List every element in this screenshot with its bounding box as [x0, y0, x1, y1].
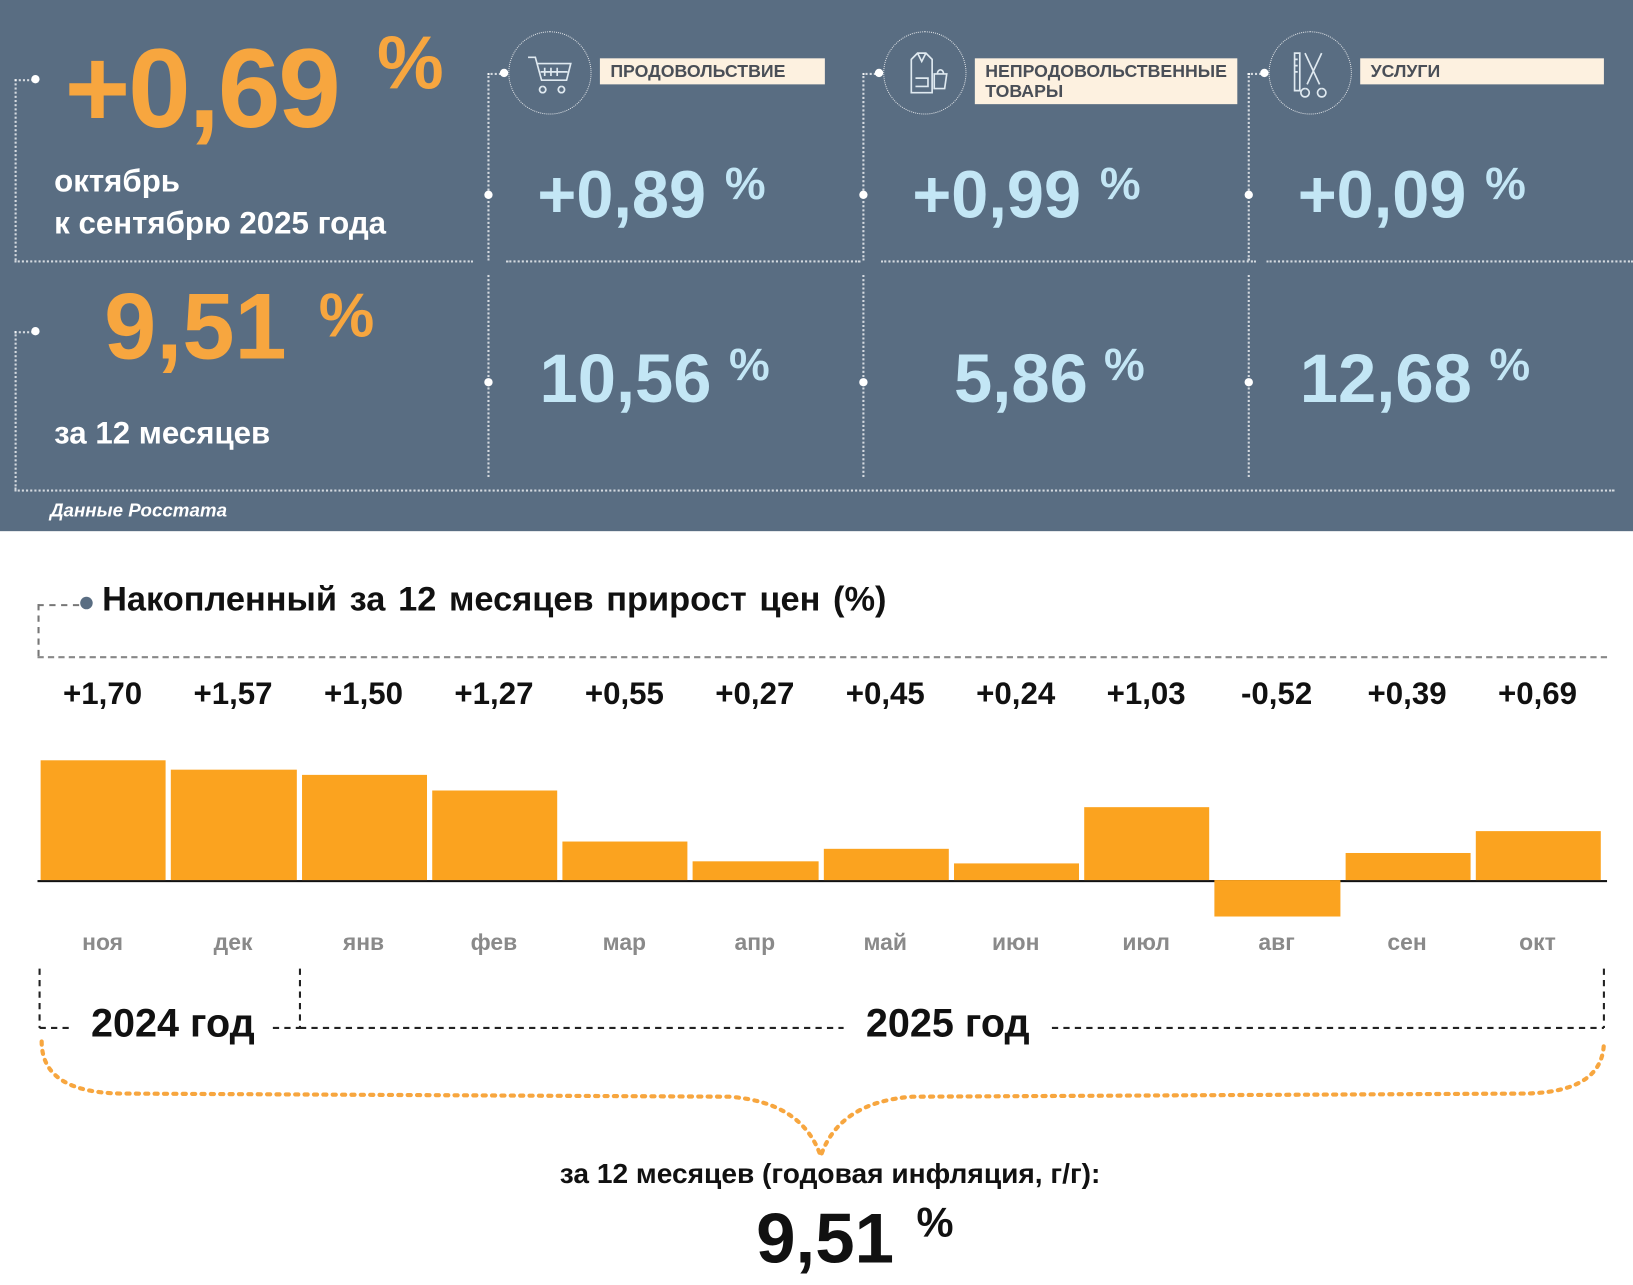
bar-сен	[1345, 852, 1471, 881]
month-tick-label: авг	[1258, 929, 1295, 956]
month-tick-label: окт	[1519, 929, 1556, 956]
month-tick-label: дек	[213, 929, 253, 956]
monthly-caption-line1: октябрь	[54, 164, 181, 199]
data-label: +0,55	[584, 676, 664, 712]
category-monthly-percent: %	[1485, 158, 1526, 210]
annual-inflation-value: 9,51	[104, 274, 287, 380]
category-annual-percent: %	[729, 339, 770, 391]
data-label: -0,52	[1240, 676, 1313, 712]
baseline	[37, 880, 1608, 883]
year-label-2024: 2024 год	[90, 1001, 255, 1046]
annual-percent-sign: %	[318, 280, 375, 350]
category-annual-percent: %	[1489, 339, 1531, 391]
data-label: +1,03	[1106, 676, 1186, 712]
clothes-bag-icon	[883, 31, 967, 115]
comb-scissors-icon	[1268, 31, 1352, 115]
category-annual-percent: %	[1103, 339, 1145, 391]
bar-янв	[301, 774, 427, 881]
data-label: +1,57	[193, 676, 273, 712]
data-label: +0,45	[845, 676, 925, 712]
bar-май	[823, 848, 949, 881]
data-label: +0,24	[976, 676, 1056, 712]
data-label: +1,27	[454, 676, 534, 712]
category-label: УСЛУГИ	[1360, 58, 1604, 85]
month-tick-label: сен	[1387, 929, 1427, 956]
data-label: +0,69	[1497, 676, 1578, 712]
month-tick-label: мар	[602, 929, 647, 956]
monthly-caption-line2: к сентябрю 2025 года	[54, 206, 387, 241]
month-tick-label: июл	[1122, 929, 1170, 956]
title-bullet-icon	[80, 596, 93, 610]
total-brace	[39, 1039, 1606, 1163]
month-tick-label: апр	[734, 929, 776, 956]
bar-мар	[562, 841, 688, 881]
month-tick-label: фев	[470, 929, 518, 956]
monthly-inflation-value: +0,69	[64, 24, 341, 152]
category-monthly-value: +0,89	[537, 157, 707, 233]
bar-июл	[1084, 807, 1210, 881]
bar-ноя	[40, 760, 166, 881]
month-tick-label: янв	[342, 929, 385, 956]
bar-дек	[171, 769, 297, 881]
chart-title: Накопленный за 12 месяцев прирост цен (%…	[102, 579, 887, 618]
data-label: +0,39	[1367, 676, 1447, 712]
annual-summary-value: 9,51	[756, 1198, 894, 1278]
summary-panel: +0,69 % октябрь к сентябрю 2025 года 9,5…	[0, 0, 1633, 532]
bar-апр	[692, 861, 819, 881]
month-tick-label: ноя	[82, 929, 124, 956]
category-monthly-percent: %	[1099, 158, 1141, 210]
month-tick-label: июн	[991, 929, 1040, 956]
month-tick-label: май	[863, 929, 908, 956]
annual-caption: за 12 месяцев	[54, 416, 271, 451]
bar-июн	[953, 863, 1079, 881]
category-annual-value: 10,56	[539, 339, 712, 417]
monthly-percent-sign: %	[377, 21, 444, 106]
category-label: НЕПРОДОВОЛЬСТВЕННЫЕ ТОВАРЫ	[974, 58, 1238, 105]
bar-фев	[431, 790, 558, 881]
category-label: ПРОДОВОЛЬСТВИЕ	[599, 58, 825, 85]
category-annual-value: 12,68	[1299, 339, 1472, 417]
category-monthly-value: +0,09	[1297, 157, 1467, 233]
data-label: +0,27	[715, 676, 795, 712]
category-annual-value: 5,86	[954, 339, 1088, 417]
year-brackets	[38, 968, 1606, 1163]
shopping-cart-icon	[508, 31, 592, 115]
annual-summary-caption: за 12 месяцев (годовая инфляция, г/г):	[559, 1158, 1101, 1190]
category-monthly-value: +0,99	[912, 157, 1082, 233]
bar-авг	[1214, 880, 1340, 917]
source-note: Данные Росстата	[49, 499, 228, 521]
annual-summary-percent: %	[916, 1199, 954, 1246]
category-monthly-percent: %	[724, 158, 766, 210]
bar-окт	[1475, 831, 1601, 881]
data-label: +1,70	[63, 676, 143, 712]
year-label-2025: 2025 год	[865, 1001, 1030, 1046]
data-label: +1,50	[323, 676, 404, 712]
